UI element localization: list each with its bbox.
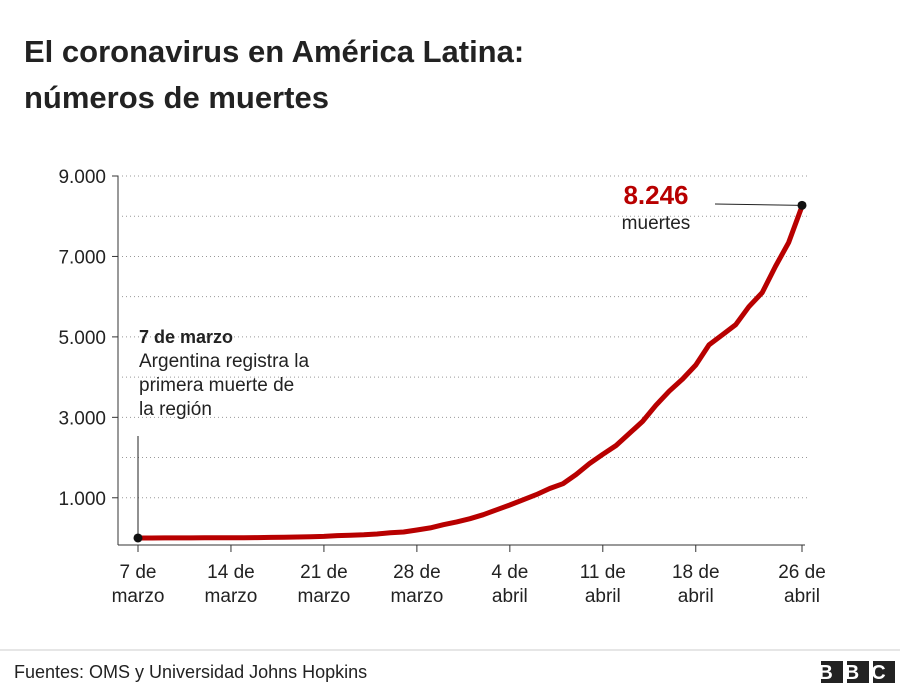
chart-title: El coronavirus en América Latina: [24,34,524,69]
x-tick-label: 18 de abril [672,562,720,607]
annotation-text: primera muerte de [139,375,294,396]
value-label: 8.246 [623,180,688,210]
x-tick-label: 28 de marzo [390,562,443,607]
chart-title: números de muertes [24,80,329,115]
x-tick-label: 7 de marzo [112,562,165,607]
y-tick-label: 5.000 [58,328,106,349]
y-tick-label: 9.000 [58,167,106,188]
annotation-title: 7 de marzo [139,327,233,347]
annotation-text: muertes [622,213,691,234]
end-point [797,200,807,210]
x-tick-label: 21 de marzo [298,562,351,607]
y-tick-label: 1.000 [58,489,106,510]
y-tick-label: 3.000 [58,408,106,429]
source: Fuentes: OMS y Universidad Johns Hopkins [14,662,367,682]
logo-text: BBC [818,662,897,684]
annotation-line [714,203,803,206]
x-tick-label: 11 de abril [580,562,626,607]
x-tick-label: 14 de marzo [205,562,258,607]
annotation-text: Argentina registra la [139,351,309,372]
annotation-text: la región [139,399,212,420]
x-tick-label: 26 de abril [778,562,826,607]
start-point [133,533,143,543]
y-tick-label: 7.000 [58,247,106,268]
logo [821,661,895,683]
line [138,205,805,541]
x-tick-label: 4 de abril [491,562,528,607]
